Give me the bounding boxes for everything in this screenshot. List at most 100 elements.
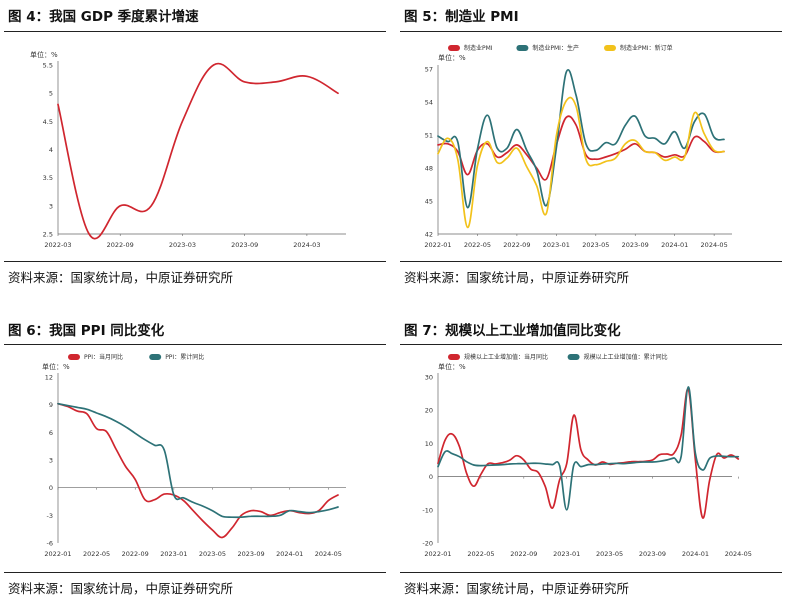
chart-source: 资料来源：国家统计局，中原证券研究所 <box>8 270 234 285</box>
x-tick-label: 2022-01 <box>424 241 451 249</box>
ppi-chart: 单位：% -6 -3 0 3 6 9 12 2022-01 2022-05 2022-09 2023-… <box>42 353 346 558</box>
chart-title: 图 7：规模以上工业增加值同比变化 <box>404 323 621 339</box>
title-rule <box>400 344 782 345</box>
source-rule <box>400 572 782 573</box>
x-tick-label: 2022-05 <box>467 550 494 558</box>
y-tick-label: 2.5 <box>43 231 53 239</box>
legend-swatch <box>448 45 460 51</box>
source-rule <box>400 261 782 262</box>
x-tick-label: 2023-03 <box>169 241 196 249</box>
x-tick-label: 2022-09 <box>510 550 537 558</box>
pmi-chart: 单位：% 42 45 48 51 54 57 2022-01 2022-05 2022-09 202… <box>424 44 732 249</box>
source-rule <box>4 261 386 262</box>
panel-industrial: 图 7：规模以上工业增加值同比变化 单位：% -20 -10 0 10 20 30 2022-… <box>400 319 782 604</box>
series-line-1 <box>437 386 740 511</box>
y-tick-label: -3 <box>47 512 53 520</box>
y-tick-label: 42 <box>425 231 433 239</box>
chart-title: 图 4：我国 GDP 季度累计增速 <box>8 9 199 25</box>
y-tick-label: 54 <box>425 99 433 107</box>
unit-label: 单位：% <box>438 362 466 371</box>
y-tick-label: 5.5 <box>43 62 53 70</box>
x-tick-label: 2023-09 <box>238 550 265 558</box>
y-tick-label: -20 <box>422 540 433 548</box>
x-tick-label: 2022-01 <box>44 550 71 558</box>
chart-source: 资料来源：国家统计局，中原证券研究所 <box>404 270 630 285</box>
x-tick-label: 2024-01 <box>276 550 303 558</box>
y-tick-label: 3 <box>49 457 53 465</box>
y-tick-label: 3.5 <box>43 174 53 182</box>
y-tick-label: 3 <box>49 202 53 210</box>
unit-label: 单位：% <box>30 50 58 59</box>
panel-ppi: 图 6：我国 PPI 同比变化 单位：% -6 -3 0 3 6 9 12 2022-01 202… <box>4 319 386 604</box>
chart-source: 资料来源：国家统计局，中原证券研究所 <box>404 581 630 596</box>
x-tick-label: 2022-09 <box>503 241 530 249</box>
legend-swatch <box>567 354 580 360</box>
x-tick-label: 2023-09 <box>231 241 258 249</box>
chart-title: 图 6：我国 PPI 同比变化 <box>8 323 165 339</box>
series-line-0 <box>57 402 339 539</box>
chart-source: 资料来源：国家统计局，中原证券研究所 <box>8 581 234 596</box>
x-tick-label: 2024-01 <box>682 550 709 558</box>
x-tick-label: 2023-05 <box>199 550 226 558</box>
y-tick-label: -10 <box>422 506 433 514</box>
legend-label: PPI：当月同比 <box>84 353 123 361</box>
x-tick-label: 2024-01 <box>661 241 688 249</box>
y-tick-label: 12 <box>45 374 53 382</box>
x-tick-label: 2023-09 <box>622 241 649 249</box>
y-tick-label: 9 <box>49 401 53 409</box>
legend-label: 制造业PMI <box>464 44 493 52</box>
legend-swatch <box>68 354 80 360</box>
x-tick-label: 2023-05 <box>582 241 609 249</box>
x-tick-label: 2023-01 <box>553 550 580 558</box>
y-tick-label: 48 <box>425 165 433 173</box>
legend-label: PPI：累计同比 <box>165 353 204 361</box>
legend-swatch <box>604 45 616 51</box>
gdp-chart: 单位：% 2.5 3 3.5 4 4.5 5 5.5 2022-03 2022-09 2023-03… <box>30 50 346 249</box>
y-tick-label: 4 <box>49 146 53 154</box>
y-tick-label: 0 <box>429 473 433 481</box>
y-tick-label: -6 <box>47 540 53 548</box>
x-tick-label: 2022-05 <box>83 550 110 558</box>
legend-swatch <box>448 354 460 360</box>
x-tick-label: 2022-05 <box>464 241 491 249</box>
industrial-chart: 单位：% -20 -10 0 10 20 30 2022-01 2022-05 2022-09 20… <box>422 353 752 558</box>
unit-label: 单位：% <box>42 362 70 371</box>
x-tick-label: 2024-05 <box>701 241 728 249</box>
y-tick-label: 0 <box>49 484 53 492</box>
legend-label: 制造业PMI：生产 <box>532 44 579 52</box>
chart-title: 图 5：制造业 PMI <box>404 9 519 25</box>
x-tick-label: 2022-03 <box>44 241 71 249</box>
x-tick-label: 2024-03 <box>293 241 320 249</box>
y-tick-label: 10 <box>425 440 433 448</box>
title-rule <box>4 31 386 32</box>
y-tick-label: 20 <box>425 407 433 415</box>
series-line-2 <box>437 96 725 229</box>
legend-swatch <box>149 354 162 360</box>
title-rule <box>400 31 782 32</box>
series-line-1 <box>57 402 339 519</box>
x-tick-label: 2024-05 <box>725 550 752 558</box>
y-tick-label: 30 <box>425 374 433 382</box>
x-tick-label: 2022-09 <box>107 241 134 249</box>
source-rule <box>4 572 386 573</box>
unit-label: 单位：% <box>438 53 466 62</box>
y-tick-label: 45 <box>425 198 433 206</box>
series-line-0 <box>437 388 740 519</box>
panel-pmi: 图 5：制造业 PMI 单位：% 42 45 48 51 54 57 2022-01 2022-… <box>400 5 782 295</box>
x-tick-label: 2023-01 <box>160 550 187 558</box>
x-tick-label: 2023-01 <box>543 241 570 249</box>
series-line-1 <box>437 69 725 209</box>
title-rule <box>4 344 386 345</box>
x-tick-label: 2023-09 <box>639 550 666 558</box>
legend-swatch <box>516 45 529 51</box>
y-tick-label: 6 <box>49 429 53 437</box>
x-tick-label: 2022-09 <box>122 550 149 558</box>
y-tick-label: 57 <box>425 66 433 74</box>
legend-label: 制造业PMI：新订单 <box>620 44 673 52</box>
x-tick-label: 2024-05 <box>315 550 342 558</box>
y-tick-label: 51 <box>425 132 433 140</box>
y-tick-label: 4.5 <box>43 118 53 126</box>
series-line-0 <box>437 115 725 181</box>
x-tick-label: 2022-01 <box>424 550 451 558</box>
series-line-0 <box>57 62 339 240</box>
